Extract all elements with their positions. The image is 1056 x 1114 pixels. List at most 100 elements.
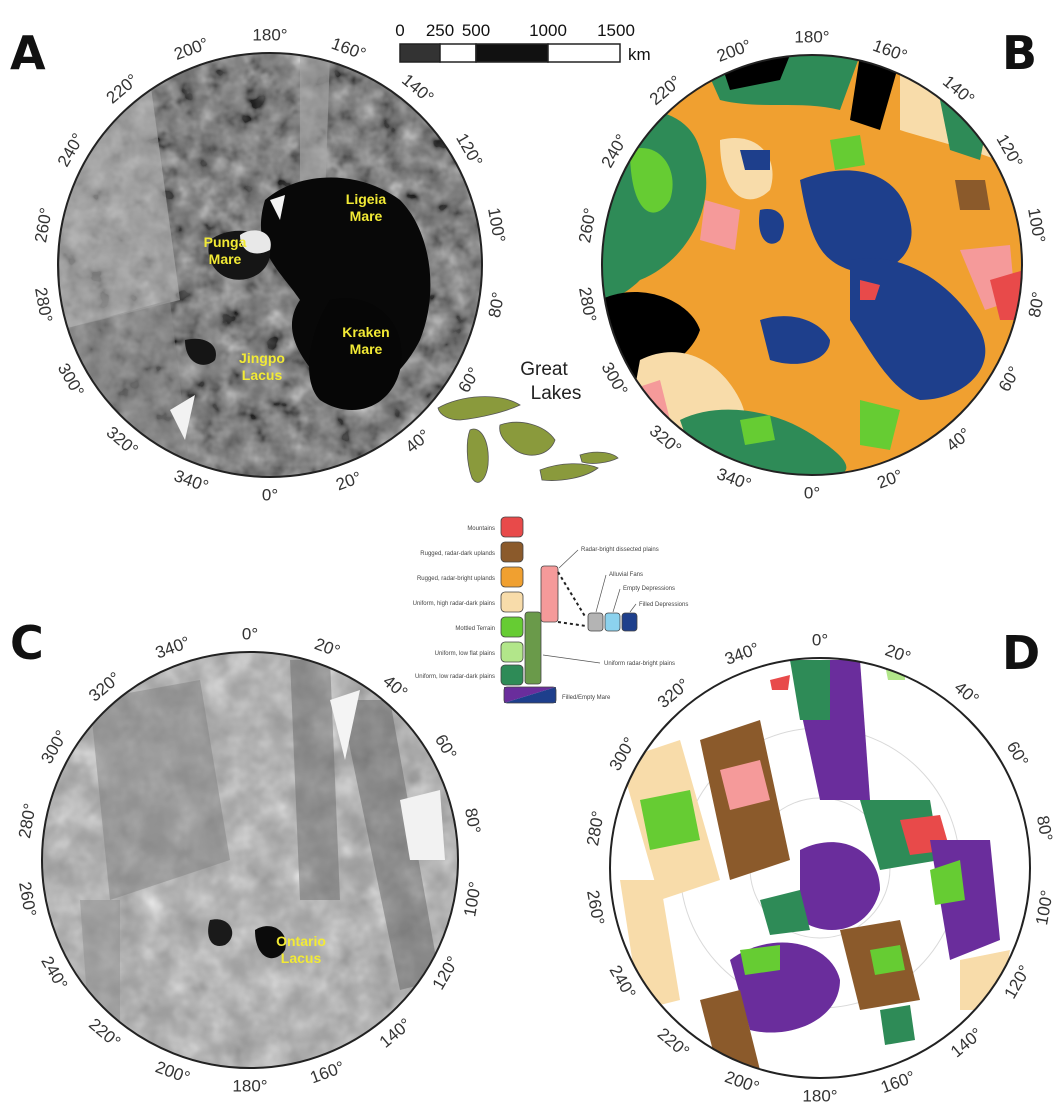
legend-swatch-dissected — [540, 565, 559, 623]
scale-bar: 0 250 500 1000 1500 km — [395, 21, 650, 64]
legend-dotted-link-1 — [557, 571, 587, 619]
map-d-degree-label: 0° — [812, 631, 828, 650]
map-d-degree-label: 180° — [802, 1087, 837, 1106]
map-c-degree-label: 100° — [460, 880, 485, 918]
map-c-degree-label: 40° — [379, 671, 411, 702]
legend-label-low-flat: Uniform, low flat plains — [435, 651, 495, 657]
legend-dotted-link-2 — [557, 621, 587, 627]
legend-swatch-low-flat — [500, 641, 524, 663]
map-a-degree-label: 100° — [484, 206, 509, 244]
legend-leader-empty — [612, 588, 621, 613]
legend-swatch-alluvial — [587, 612, 604, 632]
lake-ontario — [579, 451, 619, 464]
map-b-degree-label: 280° — [575, 286, 600, 324]
map-d-degree-label: 40° — [951, 678, 983, 709]
lake-erie — [539, 463, 599, 481]
great-lakes-inset: Great Lakes — [437, 359, 619, 483]
map-c-degree-label: 200° — [153, 1057, 193, 1087]
map-c-feature-label: Ontario — [276, 933, 326, 949]
legend-label-uniform-bright: Uniform radar-bright plains — [604, 661, 675, 667]
legend-swatch-mare-empty — [504, 687, 556, 703]
map-b-border — [601, 54, 1023, 476]
map-a-border — [57, 52, 483, 478]
legend-swatch-mottled — [500, 616, 524, 638]
map-b-degree-label: 80° — [1025, 290, 1048, 319]
lake-michigan — [466, 428, 489, 483]
map-d-degree-label: 200° — [722, 1067, 762, 1097]
map-b-degree-label: 100° — [1024, 206, 1049, 244]
map-b-degree-label: 40° — [943, 424, 975, 455]
map-b-degree-label: 180° — [794, 28, 829, 47]
map-d-border — [609, 657, 1031, 1079]
scale-tick-0: 0 — [395, 21, 404, 40]
legend-leader-uniform-bright — [542, 654, 601, 664]
legend-label-low-dark: Uniform, low radar-dark plains — [415, 674, 495, 680]
map-c-degree-label: 340° — [153, 633, 193, 663]
map-c-feature-label: Lacus — [281, 950, 322, 966]
map-c-degree-label: 0° — [242, 625, 258, 644]
map-d-degree-label: 280° — [583, 809, 608, 847]
legend-label-alluvial: Alluvial Fans — [609, 572, 643, 578]
legend: Mountains Rugged, radar-dark uplands Rug… — [413, 516, 688, 704]
map-b-degree-label: 200° — [714, 36, 754, 66]
legend-swatch-low-dark — [500, 664, 524, 686]
map-a-feature-label: Lacus — [242, 367, 283, 383]
map-a-degree-label: 340° — [172, 466, 212, 496]
map-a-degree-label: 180° — [252, 26, 287, 45]
map-c-degree-label: 260° — [15, 880, 40, 918]
legend-label-mountains: Mountains — [467, 526, 495, 532]
legend-leader-alluvial — [595, 574, 607, 613]
scale-seg-2 — [439, 43, 477, 63]
legend-leader-filled — [629, 603, 637, 613]
map-d-degree-label: 340° — [722, 639, 762, 669]
geomorph-map-d — [610, 658, 1030, 1078]
legend-swatch-rugged-bright — [500, 566, 524, 588]
panel-letter-b: B — [1002, 26, 1038, 80]
map-b-degree-label: 260° — [575, 206, 600, 244]
map-a-feature-label: Punga — [204, 234, 247, 250]
map-b-degree-label: 340° — [714, 464, 754, 494]
radar-map-c — [42, 652, 458, 1068]
map-c-degree-label: 60° — [431, 731, 460, 763]
map-a-degree-label: 200° — [172, 34, 212, 64]
scale-tick-500: 500 — [462, 21, 490, 40]
map-c-degree-label: 180° — [232, 1077, 267, 1096]
map-a-degree-label: 60° — [455, 364, 484, 396]
geomorph-map-b — [602, 55, 1022, 475]
map-c-degree-label: 80° — [461, 806, 484, 835]
legend-label-high-plains: Uniform, high radar-dark plains — [413, 601, 495, 607]
legend-swatch-high-plains — [500, 591, 524, 613]
map-b-degree-label: 20° — [875, 466, 906, 493]
map-d-degree-label: 80° — [1033, 814, 1056, 843]
legend-swatch-uniform-bright — [524, 611, 542, 685]
scale-seg-1 — [399, 43, 441, 63]
legend-label-filled-depressions: Filled Depressions — [639, 602, 688, 608]
map-a-feature-label: Mare — [350, 208, 383, 224]
radar-map-a — [58, 53, 482, 477]
great-lakes-label-2: Lakes — [531, 383, 582, 404]
map-a-degree-label: 20° — [333, 468, 364, 495]
map-d-degree-label: 20° — [883, 640, 914, 667]
map-b-degree-label: 160° — [870, 36, 910, 66]
legend-swatch-mare-border — [503, 686, 557, 704]
map-b-degree-label: 0° — [804, 484, 820, 503]
legend-label-dissected: Radar-bright dissected plains — [581, 547, 659, 553]
legend-label-mare: Filled/Empty Mare — [562, 695, 611, 701]
legend-swatch-mountains — [500, 516, 524, 538]
scale-unit: km — [628, 45, 651, 64]
map-a-degree-label: 40° — [402, 426, 434, 457]
panel-letter-d: D — [1002, 626, 1041, 680]
map-c-degree-label: 280° — [15, 802, 40, 840]
great-lakes-label-1: Great — [520, 359, 568, 380]
legend-swatch-rugged-dark — [500, 541, 524, 563]
scale-tick-250: 250 — [426, 21, 454, 40]
map-a-feature-label: Ligeia — [346, 191, 387, 207]
lake-superior — [437, 396, 521, 421]
legend-swatch-filled-depressions — [621, 612, 638, 632]
map-a-degree-label: 0° — [262, 486, 278, 505]
map-a-degree-label: 260° — [31, 206, 56, 244]
legend-swatch-empty-depressions — [604, 612, 621, 632]
legend-label-mottled: Mottled Terrain — [455, 626, 495, 632]
